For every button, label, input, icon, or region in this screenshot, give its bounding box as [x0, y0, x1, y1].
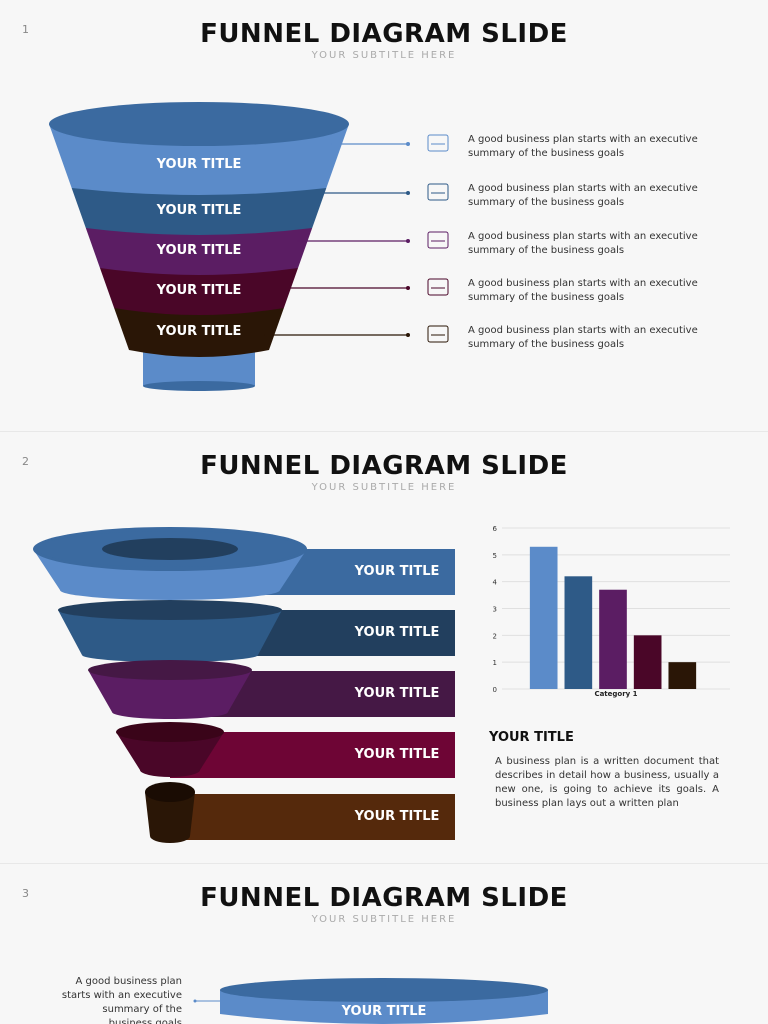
- band-label: YOUR TITLE: [354, 625, 440, 640]
- item-text: A good business plan starts with an exec…: [468, 325, 698, 350]
- item-text: A good business plan starts with an exec…: [468, 231, 698, 256]
- connector-dot: [406, 191, 410, 195]
- text-title: YOUR TITLE: [489, 730, 574, 745]
- slide-title: FUNNEL DIAGRAM SLIDE: [200, 883, 568, 913]
- connector-dot: [193, 999, 197, 1003]
- bar: [564, 576, 593, 689]
- x-tick-label: Category 1: [594, 690, 637, 698]
- funnel-ring-top: [116, 722, 224, 742]
- item-icon: [427, 278, 449, 296]
- funnel-band: [85, 228, 313, 275]
- connector-dot: [406, 333, 410, 337]
- funnel-ring-hole: [102, 538, 238, 560]
- funnel-ring: [88, 670, 252, 719]
- slide-number: 2: [22, 455, 29, 468]
- funnel-stem-base: [143, 381, 255, 391]
- slide-title: FUNNEL DIAGRAM SLIDE: [200, 19, 568, 49]
- band-label: YOUR TITLE: [354, 747, 440, 762]
- item-icon: [427, 134, 449, 152]
- slide-subtitle: YOUR SUBTITLE HERE: [311, 482, 457, 493]
- bar: [599, 589, 627, 689]
- slide-number: 1: [22, 23, 29, 36]
- funnel-label: YOUR TITLE: [341, 1004, 427, 1019]
- funnel-label: YOUR TITLE: [156, 157, 242, 172]
- funnel-label: YOUR TITLE: [156, 283, 242, 298]
- funnel-ring: [58, 610, 282, 662]
- funnel-top: [49, 102, 349, 146]
- y-tick-label: 2: [493, 632, 497, 640]
- funnel-label: YOUR TITLE: [156, 324, 242, 339]
- y-tick-label: 5: [493, 552, 497, 560]
- slide-subtitle: YOUR SUBTITLE HERE: [311, 50, 457, 61]
- item-icon: [427, 183, 449, 201]
- bar: [529, 546, 558, 689]
- funnel-top: [220, 978, 548, 1002]
- connector-dot: [406, 142, 410, 146]
- funnel-band: [99, 268, 299, 315]
- band-label: YOUR TITLE: [354, 686, 440, 701]
- funnel-ring: [145, 792, 195, 843]
- band-label: YOUR TITLE: [354, 809, 440, 824]
- band-bar: [170, 794, 455, 840]
- funnel-band: [114, 308, 284, 357]
- connector-dot: [406, 239, 410, 243]
- y-tick-label: 3: [493, 606, 497, 614]
- funnel-ring-top: [145, 782, 195, 802]
- item-text: A good business plan starts with an exec…: [468, 278, 698, 303]
- connector-dot: [406, 286, 410, 290]
- band-label: YOUR TITLE: [354, 564, 440, 579]
- funnel-label: YOUR TITLE: [156, 203, 242, 218]
- item-icon: [427, 325, 449, 343]
- y-tick-label: 0: [493, 686, 497, 694]
- bar: [633, 635, 662, 689]
- slide-number: 3: [22, 887, 29, 900]
- note-text: A good business plan starts with an exec…: [61, 976, 182, 1024]
- item-text: A good business plan starts with an exec…: [468, 183, 698, 208]
- slide-title: FUNNEL DIAGRAM SLIDE: [200, 451, 568, 481]
- y-tick-label: 4: [493, 579, 498, 587]
- slide-subtitle: YOUR SUBTITLE HERE: [311, 914, 457, 925]
- y-tick-label: 6: [493, 525, 498, 533]
- text-body: A business plan is a written document th…: [495, 756, 719, 809]
- funnel-label: YOUR TITLE: [156, 243, 242, 258]
- y-tick-label: 1: [493, 659, 497, 667]
- item-text: A good business plan starts with an exec…: [468, 134, 698, 159]
- bar: [668, 662, 697, 689]
- funnel-ring: [116, 732, 224, 777]
- funnel-band: [71, 188, 327, 235]
- funnel-ring-top: [88, 660, 252, 680]
- funnel-ring-top: [58, 600, 282, 620]
- item-icon: [427, 231, 449, 249]
